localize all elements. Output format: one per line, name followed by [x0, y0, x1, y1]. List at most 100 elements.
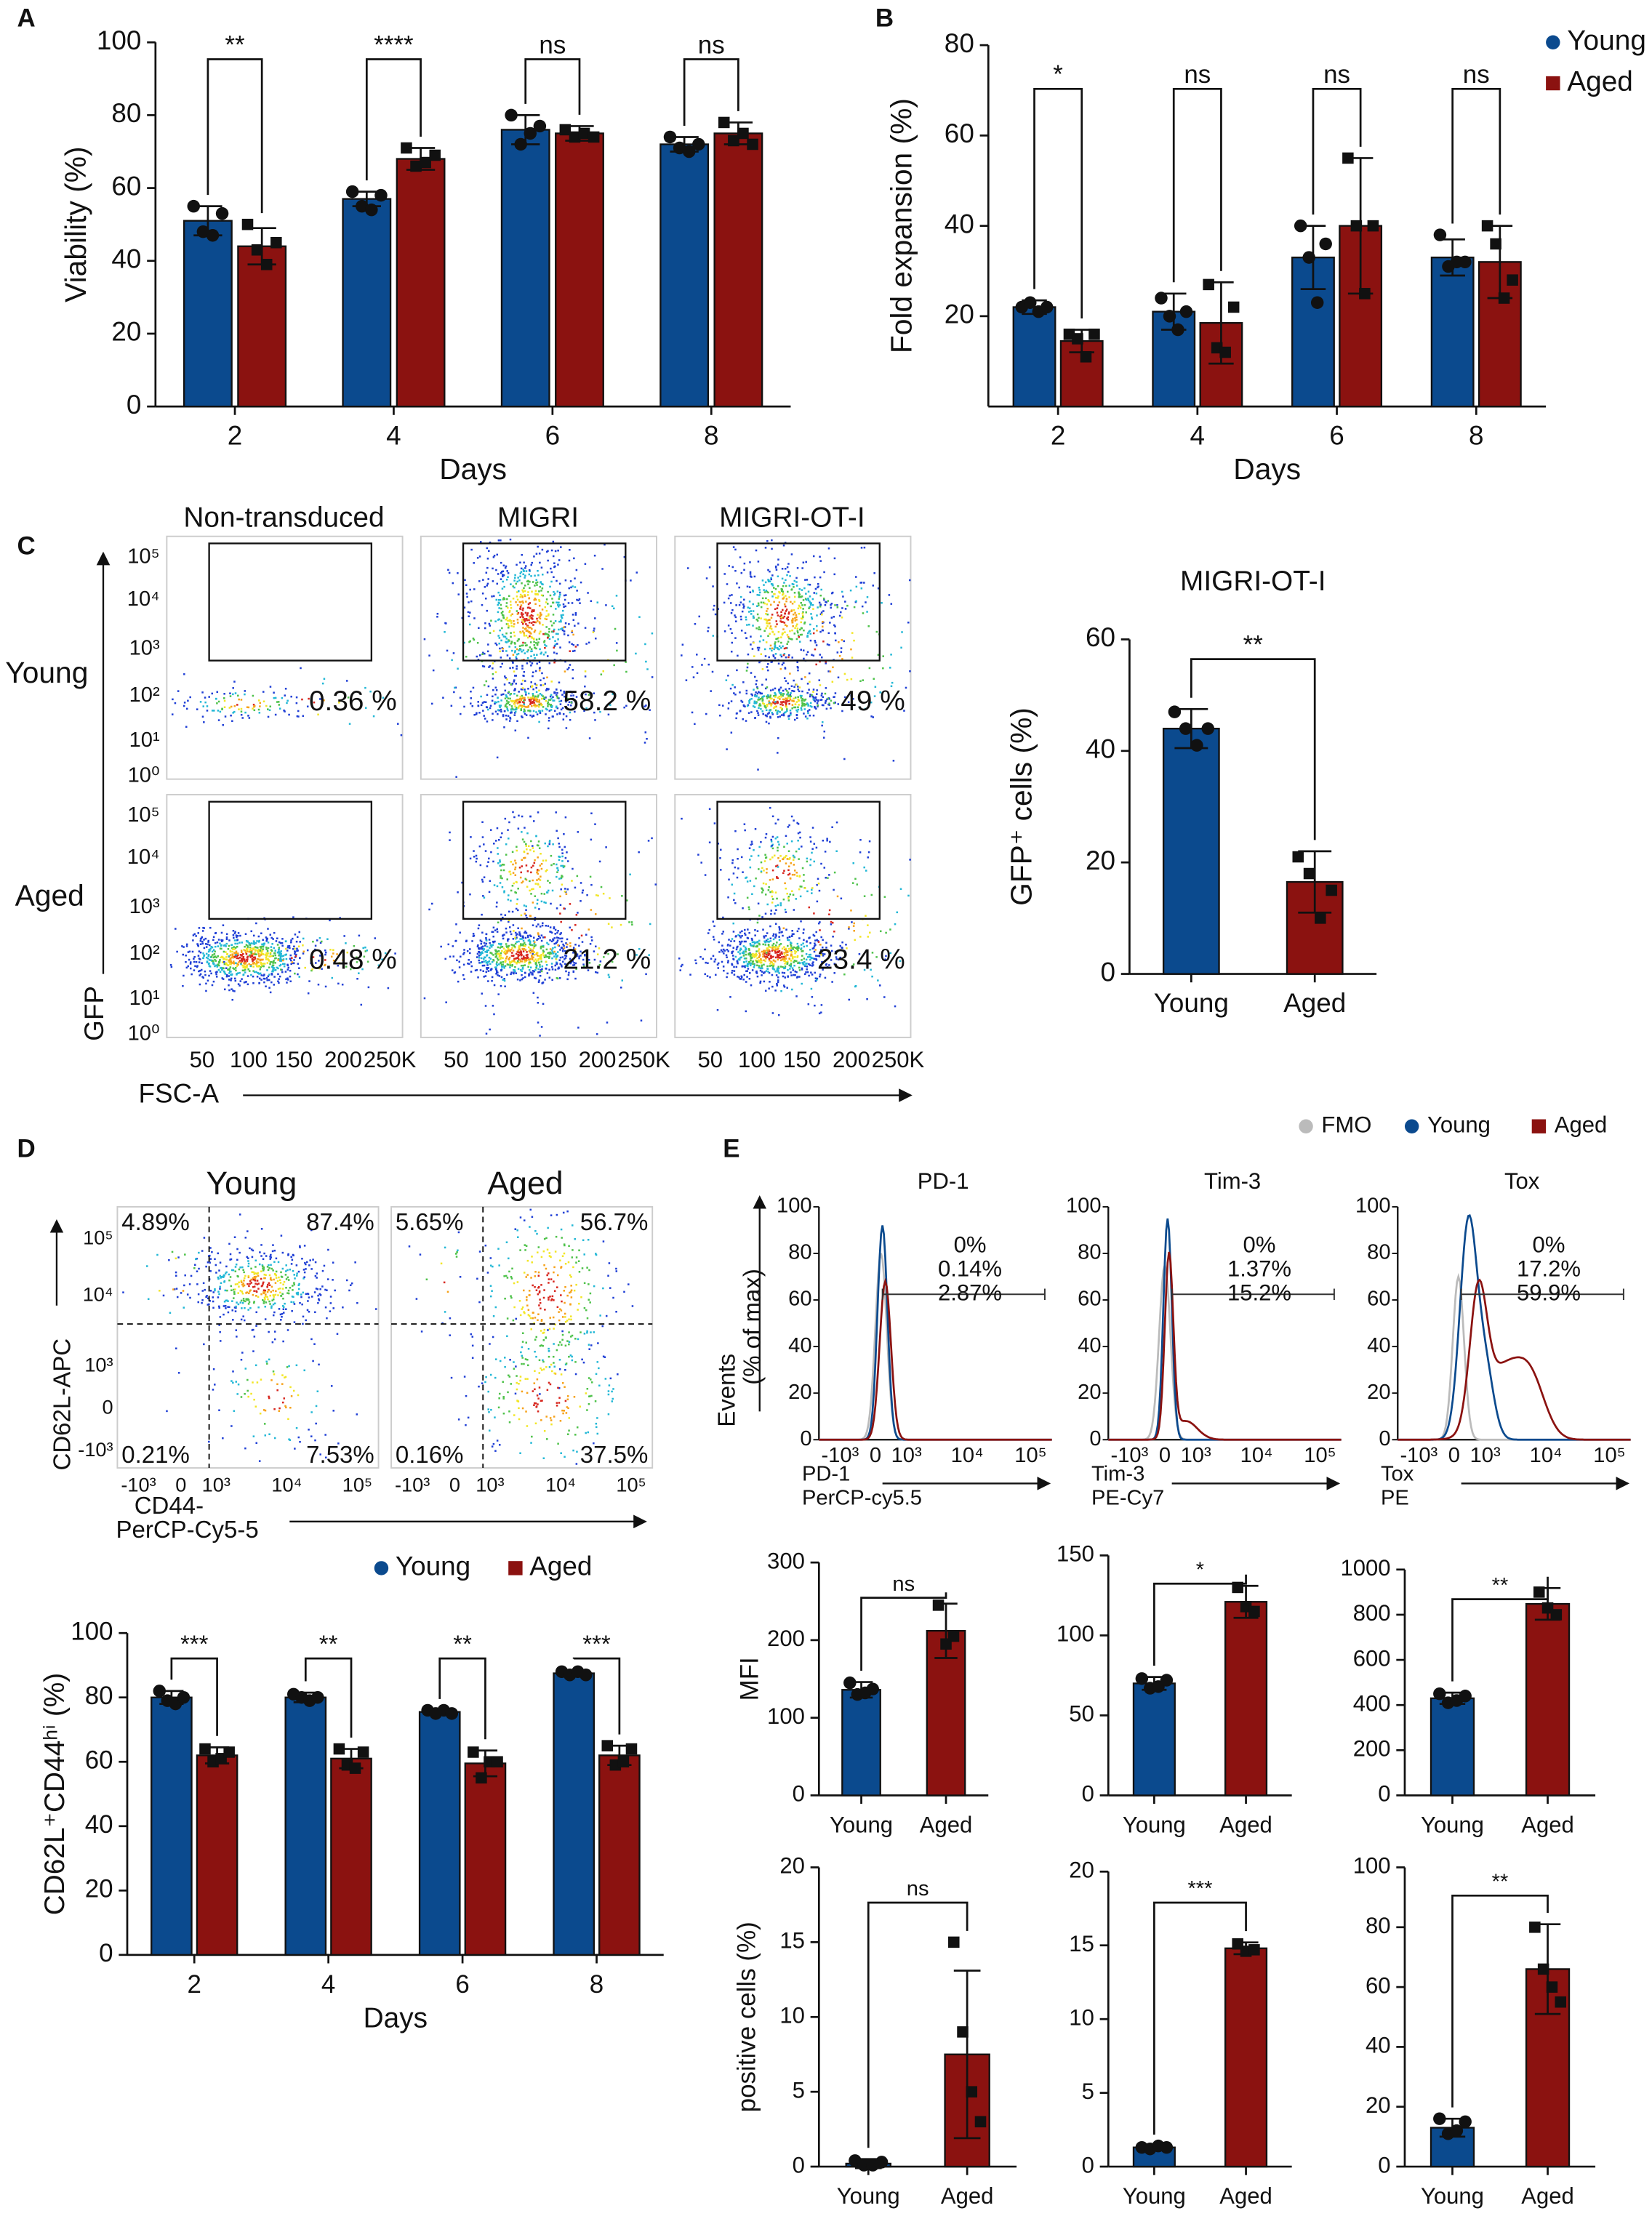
event-dot — [755, 877, 757, 880]
event-dot — [489, 947, 491, 950]
event-dot — [519, 606, 522, 608]
event-dot — [799, 606, 802, 609]
event-dot — [193, 955, 196, 958]
event-dot — [815, 846, 818, 849]
event-dot — [538, 979, 540, 981]
event-dot — [499, 958, 502, 960]
event-dot — [199, 983, 201, 986]
event-dot — [252, 952, 255, 955]
event-dot — [538, 633, 541, 635]
event-dot — [508, 640, 510, 642]
event-dot — [541, 924, 544, 927]
event-dot — [513, 681, 516, 683]
event-dot — [533, 953, 536, 956]
event-dot — [793, 686, 795, 689]
data-point — [196, 225, 210, 238]
event-dot — [790, 949, 793, 952]
event-dot — [809, 702, 812, 704]
event-dot — [819, 630, 822, 633]
event-dot — [506, 878, 508, 880]
event-dot — [833, 696, 835, 698]
event-dot — [521, 859, 523, 862]
y-tick-label: 400 — [1353, 1690, 1391, 1716]
event-dot — [486, 967, 488, 969]
data-point — [356, 199, 369, 213]
event-dot — [797, 631, 799, 634]
event-dot — [258, 973, 260, 975]
flow-plot-frame — [674, 794, 912, 1038]
event-dot — [381, 958, 383, 960]
event-dot — [513, 625, 515, 628]
event-dot — [572, 669, 574, 671]
event-dot — [517, 611, 520, 614]
event-dot — [524, 957, 526, 959]
event-dot — [710, 690, 712, 692]
event-dot — [561, 875, 564, 878]
event-dot — [813, 592, 816, 594]
event-dot — [827, 703, 830, 706]
event-dot — [459, 696, 462, 699]
event-dot — [833, 616, 835, 618]
event-dot — [502, 693, 505, 696]
event-dot — [557, 563, 559, 566]
event-dot — [489, 665, 492, 667]
event-dot — [537, 1021, 540, 1024]
event-dot — [515, 952, 518, 955]
event-dot — [593, 554, 596, 557]
event-dot — [509, 966, 511, 968]
bar — [396, 158, 446, 408]
event-dot — [801, 589, 803, 591]
event-dot — [535, 965, 538, 968]
event-dot — [807, 599, 810, 602]
event-dot — [497, 853, 499, 855]
event-dot — [774, 838, 777, 840]
event-dot — [233, 936, 235, 939]
event-dot — [532, 953, 534, 955]
event-dot — [521, 582, 523, 585]
event-dot — [545, 618, 548, 621]
event-dot — [262, 700, 265, 703]
event-dot — [210, 959, 212, 962]
event-dot — [519, 631, 522, 634]
event-dot — [797, 689, 799, 691]
event-dot — [757, 902, 760, 905]
event-dot — [569, 718, 572, 721]
event-dot — [767, 591, 769, 594]
event-dot — [551, 968, 554, 971]
event-dot — [763, 591, 766, 593]
event-dot — [500, 956, 502, 959]
event-dot — [564, 957, 567, 959]
event-dot — [800, 707, 803, 710]
event-dot — [766, 686, 769, 689]
event-dot — [206, 710, 209, 712]
event-dot — [509, 964, 512, 966]
event-dot — [501, 945, 504, 948]
event-dot — [246, 975, 249, 977]
event-dot — [803, 699, 805, 701]
event-dot — [484, 960, 487, 962]
event-dot — [489, 541, 492, 544]
event-dot — [492, 712, 494, 715]
event-dot — [579, 602, 581, 604]
event-dot — [765, 619, 768, 622]
event-dot — [499, 859, 501, 862]
event-dot — [477, 976, 479, 979]
event-dot — [267, 942, 270, 944]
event-dot — [787, 873, 790, 876]
event-dot — [771, 869, 774, 872]
event-dot — [840, 647, 843, 649]
event-dot — [198, 961, 201, 963]
y-tick-label: 60 — [945, 119, 974, 148]
event-dot — [523, 948, 526, 950]
event-dot — [504, 705, 507, 707]
event-dot — [516, 618, 519, 621]
event-dot — [524, 976, 526, 979]
event-dot — [568, 587, 571, 590]
event-dot — [545, 615, 548, 617]
event-dot — [719, 857, 721, 859]
event-dot — [529, 966, 532, 968]
event-dot — [741, 701, 744, 703]
event-dot — [329, 919, 331, 922]
event-dot — [564, 598, 566, 601]
data-point — [1450, 2124, 1464, 2137]
